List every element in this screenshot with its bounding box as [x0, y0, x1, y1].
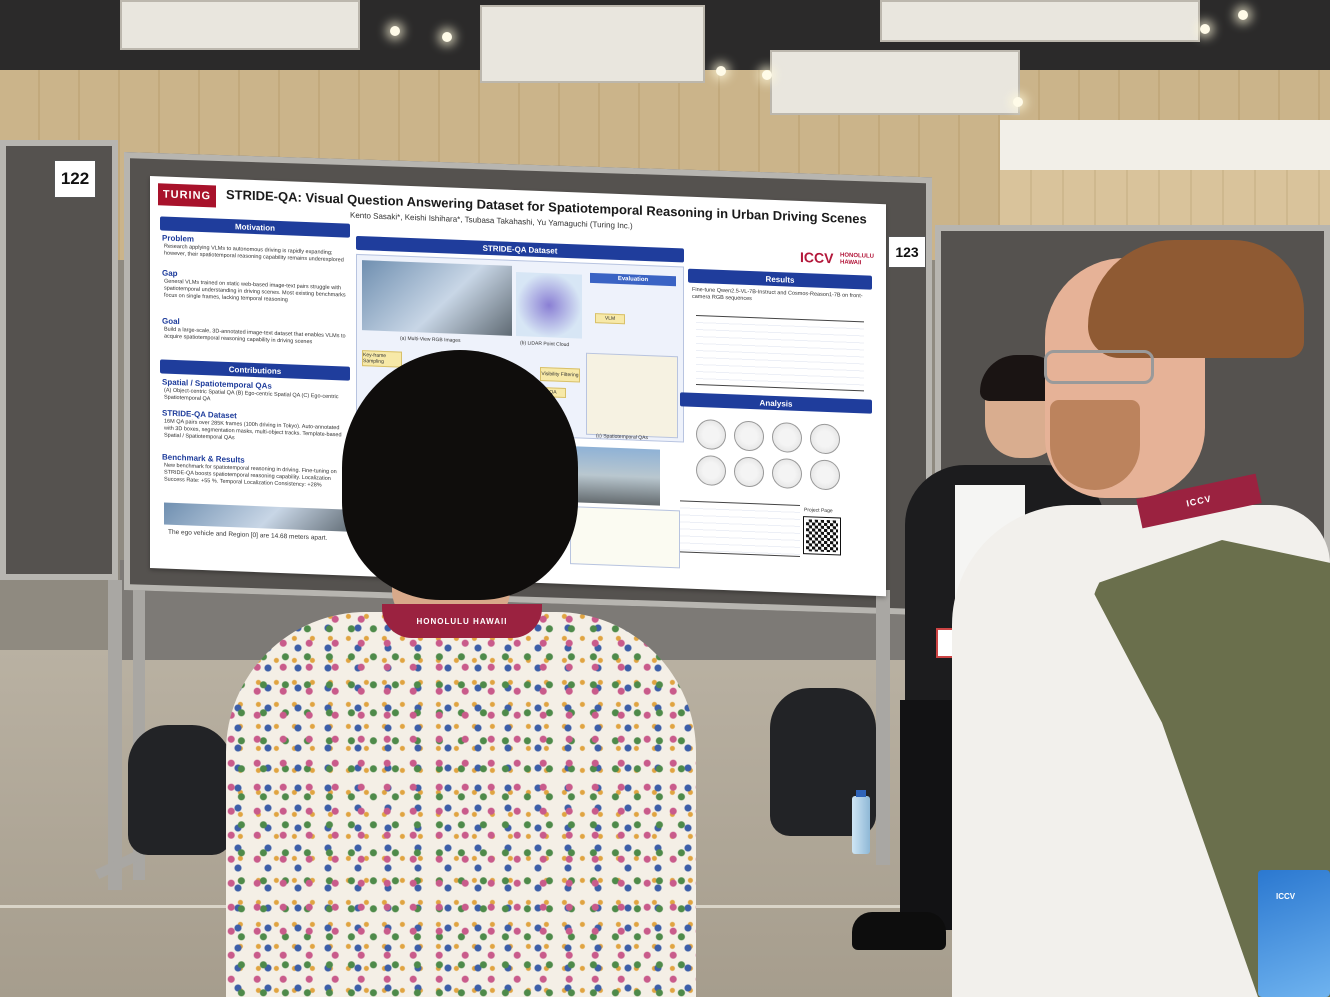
lidar-point-cloud — [516, 272, 582, 339]
board-leg — [108, 580, 122, 890]
attendee-right-hair — [1088, 240, 1304, 358]
spatial-qas-text: (A) Object-centric Spatial QA (B) Ego-ce… — [164, 387, 339, 403]
analysis-radar-plot — [810, 459, 840, 491]
ceiling-light — [390, 26, 400, 36]
results-table — [696, 314, 864, 392]
analysis-table — [680, 500, 800, 557]
iccv-logo: ICCV — [800, 248, 834, 267]
results-text: Fine-tune Qwen2.5-VL-7B-Instruct and Cos… — [692, 286, 863, 303]
analysis-radar-plot — [696, 418, 726, 451]
qa-answer-box — [570, 506, 680, 569]
project-page-qr-code[interactable] — [803, 516, 841, 556]
ceiling-light — [1200, 24, 1210, 34]
board-number-123: 123 — [888, 236, 926, 268]
attendee-front-lanyard: HONOLULU HAWAII — [382, 604, 542, 638]
section-results: Results — [688, 268, 872, 290]
qa-examples — [586, 352, 678, 439]
ceiling-panel — [120, 0, 360, 50]
ceiling-light — [1238, 10, 1248, 20]
ceiling-light — [442, 32, 452, 42]
presenter-shoe — [852, 912, 946, 950]
gap-heading: Gap — [162, 268, 178, 279]
ceiling-light — [1013, 97, 1023, 107]
spatiotemporal-label: (c) Spatiotemporal QAs — [596, 433, 648, 442]
ceiling-panel — [480, 5, 705, 83]
visibility-box: Visibility Filtering — [540, 366, 580, 383]
project-page-label: Project Page — [804, 507, 833, 515]
ceiling-panel — [880, 0, 1200, 42]
analysis-radar-plot — [696, 454, 726, 487]
bottom-left-caption: The ego vehicle and Region [0] are 14.68… — [168, 528, 328, 542]
stride-dataset-text: 16M QA pairs over 285K frames (100h driv… — [164, 418, 342, 442]
analysis-radar-plot — [772, 457, 802, 490]
turing-logo: TURING — [158, 183, 216, 208]
magazine-label: ICCV — [1276, 892, 1296, 901]
attendee-right-beard — [1050, 400, 1140, 490]
analysis-radar-plot — [734, 420, 764, 452]
ceiling-light — [716, 66, 726, 76]
poster-board-left — [0, 140, 118, 580]
section-analysis: Analysis — [680, 392, 872, 414]
goal-heading: Goal — [162, 316, 180, 327]
magazine — [1258, 870, 1330, 997]
bottle-cap — [856, 790, 866, 797]
goal-text: Build a large-scale, 3D-annotated image-… — [164, 326, 346, 346]
analysis-radar-plot — [810, 423, 840, 455]
analysis-radar-plot — [772, 421, 802, 454]
iccv-location: HONOLULU HAWAII — [840, 253, 874, 268]
analysis-radar-plot — [734, 456, 764, 488]
board-leg — [876, 590, 890, 865]
gap-text: General VLMs trained on static web-based… — [164, 278, 346, 304]
ceiling-panel — [770, 50, 1020, 115]
driving-thumbnails — [164, 502, 354, 532]
attendee-front-shirt — [226, 612, 696, 997]
board-number-122: 122 — [54, 160, 96, 198]
street-scene-image — [570, 446, 660, 506]
problem-text: Research applying VLMs to autonomous dri… — [164, 243, 344, 264]
keyframe-box: Key-frame Sampling — [362, 350, 402, 368]
attendee-front-hair — [342, 350, 578, 600]
backpack-left — [128, 725, 232, 855]
glasses-icon — [1044, 350, 1154, 384]
water-bottle — [852, 796, 870, 854]
vlm-box: VLM — [595, 313, 625, 325]
iccv-location-line: HAWAII — [840, 259, 862, 267]
benchmark-text: New benchmark for spatiotemporal reasoni… — [164, 462, 337, 489]
ceiling-light — [762, 70, 772, 80]
problem-heading: Problem — [162, 233, 195, 244]
multiview-images — [362, 260, 512, 336]
